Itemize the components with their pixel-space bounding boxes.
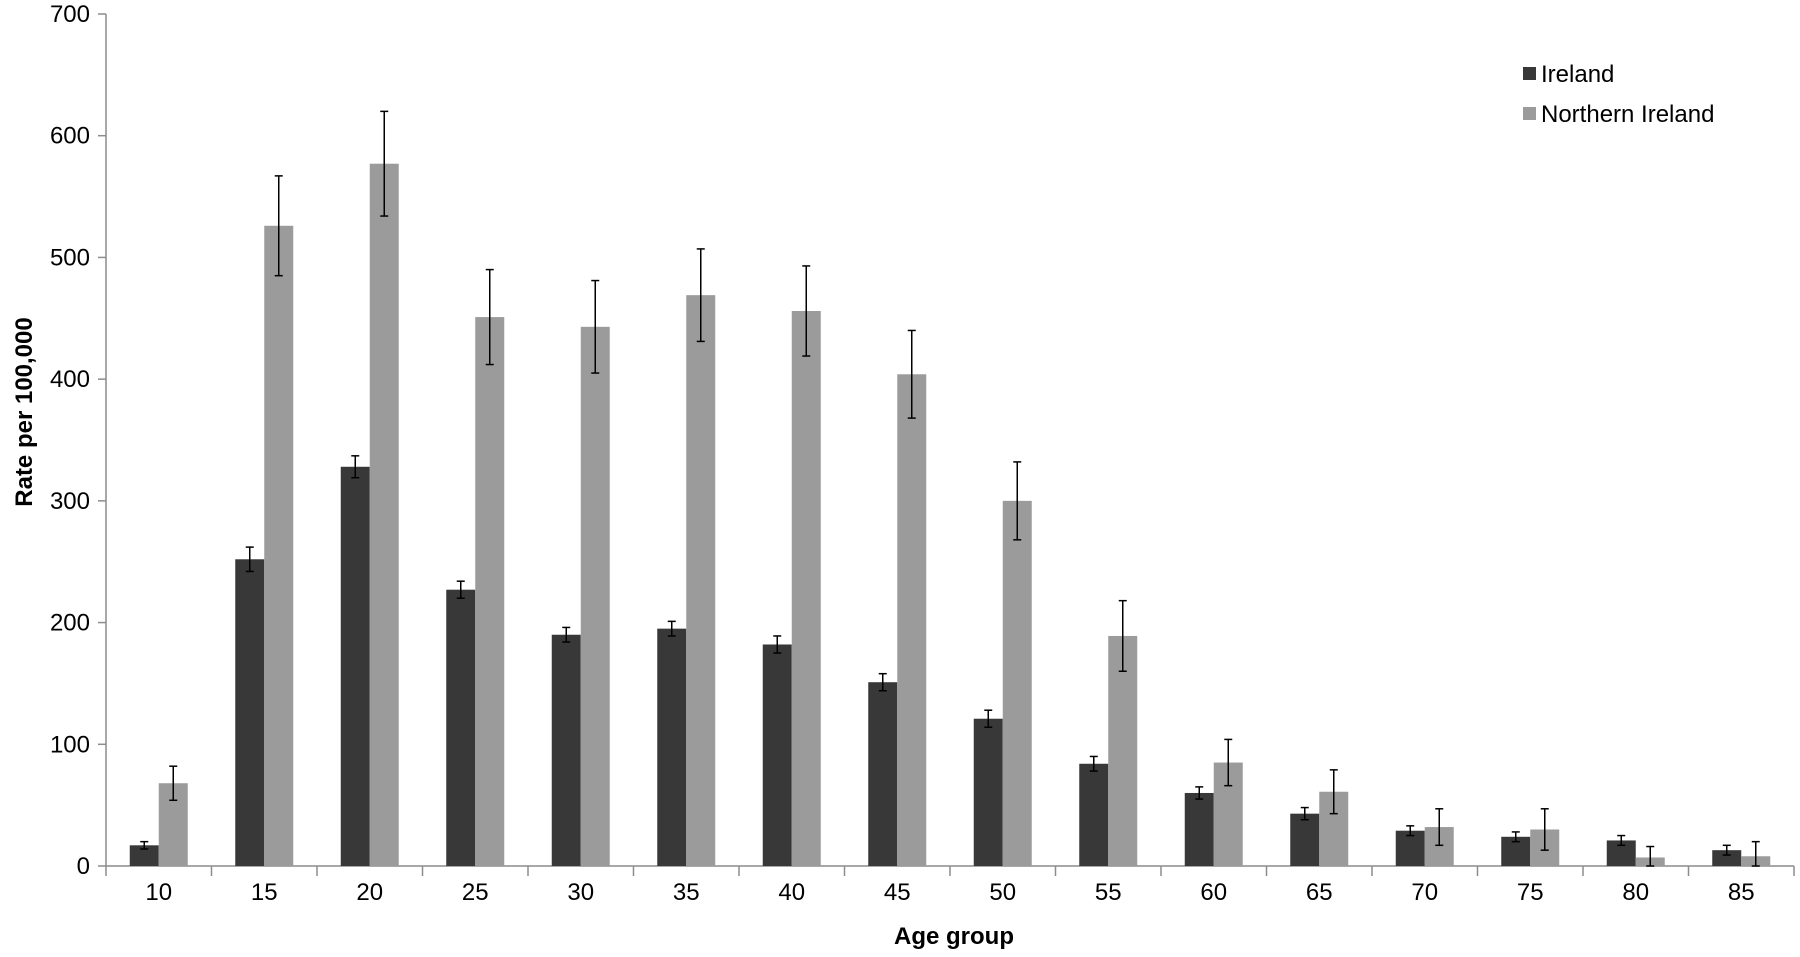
bar-ireland	[868, 682, 898, 866]
bar-northern-ireland	[791, 310, 821, 866]
bar-ireland	[1079, 763, 1109, 866]
y-tick-label: 100	[50, 731, 90, 758]
bar-ireland	[1184, 792, 1214, 866]
x-tick-label: 75	[1517, 879, 1544, 906]
y-tick-label: 600	[50, 123, 90, 150]
bar-northern-ireland	[1002, 500, 1032, 866]
bar-northern-ireland	[475, 317, 505, 866]
bar-northern-ireland	[264, 225, 294, 867]
bar-ireland	[762, 644, 792, 866]
x-tick-label: 15	[251, 879, 278, 906]
legend-swatch-ireland	[1523, 67, 1536, 80]
x-tick-label: 35	[673, 879, 700, 906]
x-tick-label: 10	[145, 879, 172, 906]
x-tick-label: 60	[1200, 879, 1227, 906]
bar-northern-ireland	[580, 326, 610, 866]
bar-ireland	[235, 559, 265, 866]
y-tick-label: 200	[50, 610, 90, 637]
x-tick-label: 20	[356, 879, 383, 906]
bar-ireland	[1395, 830, 1425, 866]
x-tick-label: 30	[567, 879, 594, 906]
bar-northern-ireland	[897, 374, 927, 866]
x-tick-label: 55	[1095, 879, 1122, 906]
y-tick-label: 0	[77, 853, 90, 880]
x-tick-label: 85	[1728, 879, 1755, 906]
bar-northern-ireland	[369, 163, 399, 867]
bar-ireland	[657, 628, 687, 866]
bar-ireland	[129, 845, 159, 866]
bar-ireland	[973, 718, 1003, 866]
bar-ireland	[446, 589, 476, 866]
x-tick-label: 65	[1306, 879, 1333, 906]
x-tick-label: 80	[1622, 879, 1649, 906]
x-tick-label: 50	[989, 879, 1016, 906]
x-axis-title: Age group	[894, 923, 1014, 950]
x-tick-label: 40	[778, 879, 805, 906]
bar-northern-ireland	[1108, 635, 1138, 866]
x-tick-label: 45	[884, 879, 911, 906]
bar-ireland	[340, 466, 370, 866]
legend-label-northern-ireland: Northern Ireland	[1541, 101, 1714, 128]
bar-northern-ireland	[686, 295, 716, 866]
bar-ireland	[1712, 850, 1742, 866]
legend-label-ireland: Ireland	[1541, 61, 1614, 88]
bar-ireland	[1290, 813, 1320, 866]
bar-ireland	[551, 634, 581, 866]
legend-swatch-northern-ireland	[1523, 107, 1536, 120]
x-tick-label: 25	[462, 879, 489, 906]
y-tick-label: 500	[50, 244, 90, 271]
legend: Ireland Northern Ireland	[1523, 61, 1714, 128]
y-axis-title: Rate per 100,000	[11, 317, 38, 506]
y-tick-label: 300	[50, 488, 90, 515]
y-tick-label: 400	[50, 366, 90, 393]
x-tick-label: 70	[1411, 879, 1438, 906]
y-tick-label: 700	[50, 1, 90, 28]
